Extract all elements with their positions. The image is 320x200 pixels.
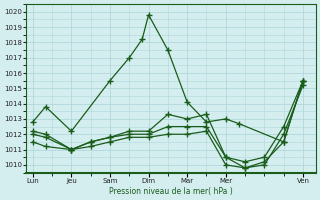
X-axis label: Pression niveau de la mer( hPa ): Pression niveau de la mer( hPa ) bbox=[109, 187, 233, 196]
